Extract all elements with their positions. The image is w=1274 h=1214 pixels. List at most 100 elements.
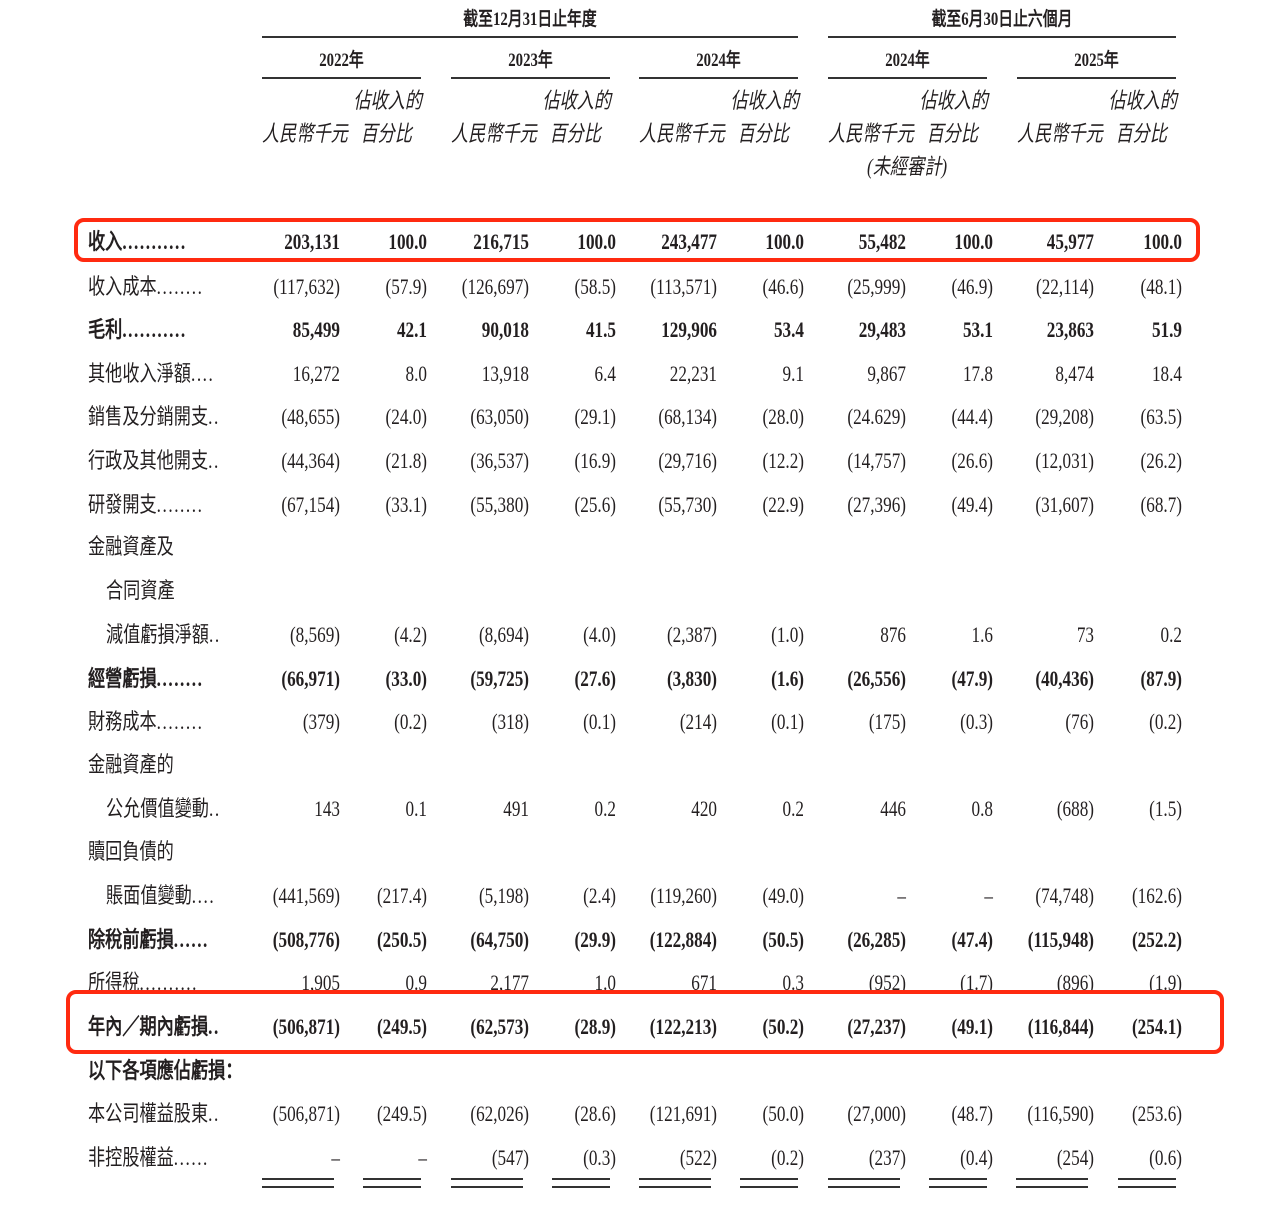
cell-value: 41.5 [585,317,616,342]
column-pct-header-line1: 佔收入的 [730,88,799,113]
divider [262,77,421,79]
cell-value: (50.2) [762,1014,804,1039]
column-amount-header: 人民幣千元 [1017,121,1103,146]
cell-value: (253.6) [1131,1101,1182,1126]
cell-value: (0.3) [583,1145,616,1170]
cell-value: (49.4) [951,492,993,517]
cell-value: (29.1) [574,404,616,429]
cell-value: (379) [302,709,340,734]
divider [262,36,798,38]
cell-value: (67,154) [281,492,340,517]
cell-value: (27,396) [847,492,906,517]
cell-value: 73 [1076,622,1094,647]
cell-value: (28.0) [762,404,804,429]
cell-value: (28.6) [574,1101,616,1126]
cell-value: (175) [868,709,906,734]
cell-value: (0.3) [960,709,993,734]
leader-dots: .. [208,404,220,429]
cell-value: (29,716) [658,448,717,473]
leader-dots: ........... [122,317,187,342]
cell-value: (237) [868,1145,906,1170]
cell-value: (25.6) [574,492,616,517]
cell-value: (318) [491,709,529,734]
cell-value: – [331,1145,340,1170]
cell-value: 55,482 [858,229,906,254]
row-label: 金融資產及 [88,534,174,559]
cell-value: (688) [1056,796,1094,821]
cell-value: 0.1 [405,796,427,821]
cell-value: (48.1) [1140,274,1182,299]
cell-value: (1.6) [771,666,804,691]
row-label: 年內／期內虧損.. [88,1014,220,1039]
column-pct-header-line2: 百分比 [1115,121,1167,146]
cell-value: 29,483 [858,317,906,342]
cell-value: 100.0 [954,229,993,254]
cell-value: (214) [679,709,717,734]
leader-dots: ........ [156,492,204,517]
year-header: 2025年 [1074,50,1119,71]
double-underline [262,1178,334,1188]
leader-dots: ...... [173,1145,209,1170]
cell-value: – [897,883,906,908]
cell-value: (252.2) [1131,927,1182,952]
cell-value: (522) [679,1145,717,1170]
cell-value: 22,231 [669,361,717,386]
row-label: 公允價值變動.. [106,796,221,821]
leader-dots: ........ [156,274,204,299]
cell-value: (25,999) [847,274,906,299]
cell-value: (63,050) [470,404,529,429]
leader-dots: ...... [173,927,209,952]
year-header: 2024年 [885,50,930,71]
cell-value: (119,260) [650,883,717,908]
cell-value: 23,863 [1046,317,1094,342]
cell-value: 420 [691,796,717,821]
cell-value: (2.4) [583,883,616,908]
leader-dots: ........ [156,709,204,734]
cell-value: (87.9) [1140,666,1182,691]
cell-value: (48,655) [281,404,340,429]
cell-value: (0.2) [394,709,427,734]
cell-value: (12,031) [1035,448,1094,473]
cell-value: (27.6) [574,666,616,691]
double-underline [828,1178,900,1188]
column-pct-header-line2: 百分比 [926,121,978,146]
cell-value: (122,884) [649,927,717,952]
highlight-box [66,990,1224,1054]
leader-dots: .... [190,361,215,386]
cell-value: 203,131 [284,229,340,254]
year-header: 2024年 [696,50,741,71]
column-amount-header: 人民幣千元 [639,121,725,146]
cell-value: (116,590) [1027,1101,1094,1126]
row-label: 以下各項應佔虧損： [88,1058,243,1083]
cell-value: – [984,883,993,908]
cell-value: (26.6) [951,448,993,473]
cell-value: 1.6 [971,622,993,647]
unaudited-note: (未經審計) [867,154,948,179]
cell-value: (46.6) [762,274,804,299]
year-header: 2023年 [508,50,553,71]
cell-value: 51.9 [1151,317,1182,342]
cell-value: (33.1) [385,492,427,517]
cell-value: (62,026) [470,1101,529,1126]
row-label: 非控股權益...... [88,1145,209,1170]
cell-value: (3,830) [666,666,717,691]
cell-value: (0.4) [960,1145,993,1170]
cell-value: 100.0 [1143,229,1182,254]
cell-value: 0.2 [1160,622,1182,647]
cell-value: 53.4 [773,317,804,342]
cell-value: 9,867 [867,361,906,386]
group-header-halfyear: 截至6月30日止六個月 [931,9,1073,30]
cell-value: (31,607) [1035,492,1094,517]
cell-value: (2,387) [666,622,717,647]
cell-value: (22,114) [1036,274,1094,299]
cell-value: (506,871) [272,1014,340,1039]
cell-value: (117,632) [273,274,340,299]
cell-value: (116,844) [1027,1014,1094,1039]
cell-value: (29.9) [574,927,616,952]
column-pct-header-line1: 佔收入的 [919,88,988,113]
cell-value: (58.5) [574,274,616,299]
cell-value: (57.9) [385,274,427,299]
double-underline [740,1178,798,1188]
cell-value: (63.5) [1140,404,1182,429]
cell-value: (121,691) [649,1101,717,1126]
